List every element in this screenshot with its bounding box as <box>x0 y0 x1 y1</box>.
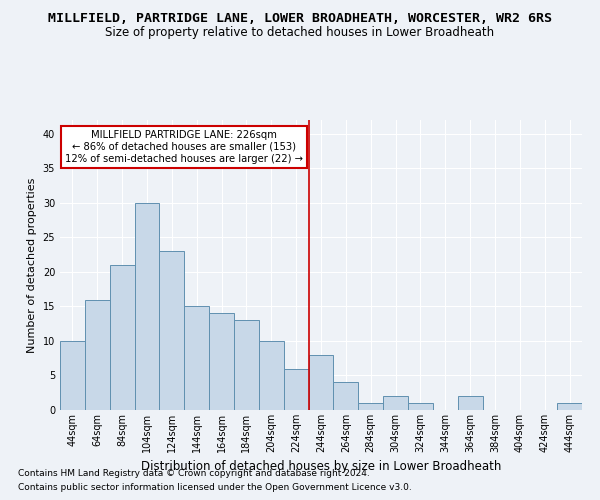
Text: Contains public sector information licensed under the Open Government Licence v3: Contains public sector information licen… <box>18 484 412 492</box>
Bar <box>160 251 184 410</box>
Y-axis label: Number of detached properties: Number of detached properties <box>27 178 37 352</box>
Bar <box>209 314 234 410</box>
Bar <box>557 403 582 410</box>
Bar <box>358 403 383 410</box>
Bar <box>259 341 284 410</box>
X-axis label: Distribution of detached houses by size in Lower Broadheath: Distribution of detached houses by size … <box>141 460 501 473</box>
Bar <box>308 355 334 410</box>
Bar <box>408 403 433 410</box>
Bar <box>334 382 358 410</box>
Text: Contains HM Land Registry data © Crown copyright and database right 2024.: Contains HM Land Registry data © Crown c… <box>18 468 370 477</box>
Bar <box>234 320 259 410</box>
Bar <box>284 368 308 410</box>
Bar <box>85 300 110 410</box>
Text: Size of property relative to detached houses in Lower Broadheath: Size of property relative to detached ho… <box>106 26 494 39</box>
Bar <box>60 341 85 410</box>
Bar <box>383 396 408 410</box>
Bar <box>458 396 482 410</box>
Bar <box>184 306 209 410</box>
Text: MILLFIELD PARTRIDGE LANE: 226sqm
← 86% of detached houses are smaller (153)
12% : MILLFIELD PARTRIDGE LANE: 226sqm ← 86% o… <box>65 130 303 164</box>
Text: MILLFIELD, PARTRIDGE LANE, LOWER BROADHEATH, WORCESTER, WR2 6RS: MILLFIELD, PARTRIDGE LANE, LOWER BROADHE… <box>48 12 552 26</box>
Bar <box>110 265 134 410</box>
Bar <box>134 203 160 410</box>
